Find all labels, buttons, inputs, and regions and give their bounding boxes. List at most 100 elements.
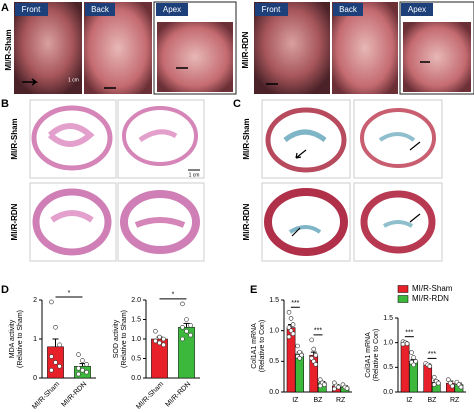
photo (332, 2, 398, 94)
data-point (153, 338, 158, 344)
data-point (184, 328, 189, 334)
data-point (290, 331, 296, 337)
x-tick-label: IZ (292, 397, 299, 404)
scale-label: 1 cm (189, 172, 200, 178)
photo (403, 22, 471, 92)
data-point (431, 374, 437, 380)
panel-label: E (250, 284, 257, 296)
data-point (180, 324, 185, 330)
y-tick-label: 0.0 (131, 375, 141, 382)
data-point (344, 386, 350, 391)
data-point (153, 328, 158, 334)
y-tick-label: 0.5 (131, 355, 141, 362)
x-tick-label: RZ (450, 397, 460, 404)
data-point (411, 362, 416, 368)
y-axis-label: SOD activity (113, 319, 120, 358)
view-label: Apex (408, 5, 426, 14)
y-tick-label: 0 (33, 375, 37, 382)
data-point (427, 364, 433, 369)
data-point (297, 355, 302, 361)
significance-label: *** (405, 330, 413, 337)
legend-label: MI/R-Sham (412, 284, 453, 293)
data-point (184, 317, 189, 322)
y-tick-label: 1.0 (383, 340, 393, 347)
data-point (409, 350, 414, 355)
row-label: MI/R-RDN (10, 203, 19, 240)
data-point (332, 386, 337, 392)
x-tick-label: RZ (336, 397, 346, 404)
data-point (49, 299, 54, 305)
histology (29, 99, 443, 262)
y-tick-label: 1 (33, 336, 37, 343)
panel-label: C (233, 98, 241, 110)
data-point (458, 384, 464, 390)
view-label: Back (339, 5, 358, 14)
bar (423, 364, 433, 393)
photo (14, 2, 82, 94)
view-label: Apex (163, 5, 181, 14)
x-tick-label: BZ (428, 397, 438, 404)
data-point (53, 324, 58, 330)
y-axis-label: Col1A1 mRNA (251, 323, 258, 369)
data-point (161, 342, 166, 348)
x-tick-label: MI/R-Sham (135, 381, 165, 411)
data-point (180, 336, 185, 342)
view-tag (333, 3, 363, 16)
data-point (286, 325, 292, 330)
data-point (76, 352, 81, 357)
y-tick-label: 1.5 (131, 316, 141, 323)
y-tick-label: 2.0 (131, 297, 141, 304)
y-axis-label: (Relative to Sham) (121, 310, 128, 368)
view-tag (156, 3, 188, 16)
data-point (290, 322, 296, 327)
data-point (446, 377, 451, 382)
data-point (313, 362, 319, 367)
view-tag (15, 3, 48, 16)
y-tick-label: 0.5 (269, 358, 279, 365)
y-axis-label: (Relative to Con) (259, 320, 266, 373)
view-tag (255, 3, 288, 16)
data-point (317, 383, 323, 389)
data-point (286, 309, 292, 315)
arrow (22, 61, 430, 89)
x-tick-label: MI/R-Sham (31, 381, 61, 411)
view-tag (85, 3, 115, 16)
data-point (188, 332, 193, 338)
data-point (286, 334, 292, 340)
data-point (49, 367, 54, 373)
data-point (299, 352, 304, 358)
data-point (49, 354, 54, 359)
data-point (157, 340, 162, 346)
data-point (76, 365, 81, 371)
y-tick-label: 1.0 (269, 328, 279, 335)
data-point (161, 336, 166, 342)
y-tick-label: 0.5 (383, 364, 393, 371)
data-point (311, 346, 317, 352)
data-point (76, 371, 81, 377)
data-point (431, 382, 437, 387)
data-point (317, 377, 323, 383)
y-tick-label: 1.5 (383, 315, 393, 322)
data-point (404, 341, 410, 346)
data-point (288, 316, 294, 321)
y-axis-label: Col3A1 mRNA (365, 332, 372, 378)
photo (157, 22, 233, 92)
y-tick-label: 0.0 (269, 389, 279, 396)
significance-label: * (68, 290, 71, 297)
y-axis-label: MDA activity (9, 319, 16, 358)
data-point (57, 342, 62, 348)
data-point (322, 382, 327, 387)
y-tick-label: 2 (33, 297, 37, 304)
row-label: MI/R-Sham (4, 29, 13, 70)
panel-label: D (1, 284, 9, 296)
x-tick-label: MI/R-RDN (164, 381, 192, 409)
data-point (313, 352, 319, 358)
significance-label: *** (291, 300, 299, 307)
scale-label: 1 cm (68, 77, 79, 83)
panel-label: A (1, 2, 9, 14)
view-label: Front (262, 5, 281, 14)
y-tick-label: 1.0 (131, 336, 141, 343)
data-point (288, 328, 294, 333)
significance-label: *** (314, 328, 322, 335)
